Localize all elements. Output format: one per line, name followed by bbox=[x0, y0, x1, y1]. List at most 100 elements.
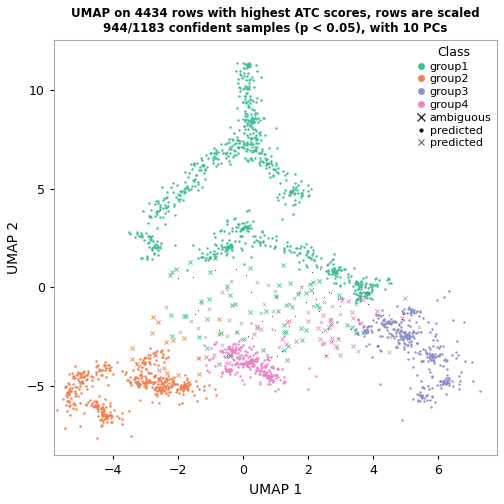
Point bbox=[222, 243, 230, 251]
Point bbox=[425, 349, 433, 357]
Point bbox=[423, 350, 431, 358]
Point bbox=[193, 159, 201, 167]
Point bbox=[382, 319, 390, 327]
Point bbox=[100, 362, 108, 370]
Point bbox=[228, 241, 236, 249]
Point bbox=[64, 389, 72, 397]
Point bbox=[250, 125, 259, 133]
Point bbox=[159, 350, 167, 358]
Point bbox=[257, 149, 265, 157]
Point bbox=[269, 307, 277, 315]
Point bbox=[431, 350, 439, 358]
Point bbox=[255, 149, 263, 157]
Point bbox=[225, 160, 233, 168]
Point bbox=[273, 144, 281, 152]
Point bbox=[226, 352, 234, 360]
Point bbox=[445, 287, 453, 295]
Point bbox=[241, 60, 249, 68]
Point bbox=[99, 404, 107, 412]
Point bbox=[407, 311, 415, 320]
Point bbox=[440, 379, 449, 387]
Point bbox=[94, 403, 102, 411]
Point bbox=[260, 114, 268, 122]
Point bbox=[246, 365, 255, 373]
Point bbox=[230, 347, 238, 355]
Point bbox=[176, 196, 184, 204]
Point bbox=[257, 360, 265, 368]
Point bbox=[162, 203, 170, 211]
Point bbox=[363, 284, 371, 292]
Point bbox=[165, 271, 173, 279]
Point bbox=[223, 249, 231, 257]
Point bbox=[323, 267, 331, 275]
Point bbox=[244, 224, 253, 232]
Point bbox=[194, 186, 202, 194]
Point bbox=[417, 328, 425, 336]
Point bbox=[203, 250, 211, 259]
Point bbox=[217, 241, 225, 249]
Point bbox=[94, 401, 102, 409]
Point bbox=[240, 360, 248, 368]
Point bbox=[352, 298, 360, 306]
Point bbox=[399, 317, 407, 325]
Point bbox=[169, 336, 177, 344]
Point bbox=[238, 341, 246, 349]
Point bbox=[407, 340, 415, 348]
Point bbox=[242, 76, 250, 84]
Point bbox=[233, 358, 241, 366]
Point bbox=[234, 363, 242, 371]
Point bbox=[222, 244, 230, 253]
Point bbox=[242, 89, 250, 97]
Point bbox=[246, 373, 254, 382]
Point bbox=[227, 351, 235, 359]
Point bbox=[175, 191, 183, 199]
Point bbox=[224, 368, 232, 376]
Point bbox=[168, 332, 176, 340]
Point bbox=[145, 376, 153, 385]
Point bbox=[426, 352, 434, 360]
Point bbox=[181, 167, 190, 175]
Point bbox=[399, 335, 407, 343]
Point bbox=[135, 232, 143, 240]
Point bbox=[143, 379, 151, 387]
Point bbox=[403, 331, 411, 339]
Point bbox=[145, 358, 153, 366]
Point bbox=[245, 117, 253, 125]
Point bbox=[321, 326, 329, 334]
Point bbox=[103, 412, 111, 420]
Point bbox=[198, 253, 206, 261]
Point bbox=[176, 328, 184, 336]
Point bbox=[267, 159, 275, 167]
Point bbox=[59, 395, 67, 403]
Point bbox=[149, 313, 157, 321]
Point bbox=[271, 241, 279, 249]
Point bbox=[157, 377, 165, 386]
Point bbox=[238, 58, 246, 67]
Point bbox=[265, 356, 273, 364]
Point bbox=[327, 319, 335, 327]
Point bbox=[69, 369, 77, 377]
Point bbox=[229, 346, 237, 354]
Point bbox=[329, 256, 337, 264]
Point bbox=[262, 361, 270, 369]
Point bbox=[405, 330, 413, 338]
Point bbox=[362, 288, 370, 296]
Point bbox=[229, 346, 237, 354]
Point bbox=[402, 332, 410, 340]
Point bbox=[347, 272, 355, 280]
Point bbox=[235, 337, 243, 345]
Point bbox=[246, 357, 255, 365]
Point bbox=[227, 240, 235, 248]
Point bbox=[200, 169, 208, 177]
Point bbox=[71, 362, 79, 370]
Point bbox=[192, 171, 200, 179]
Point bbox=[257, 364, 265, 372]
Point bbox=[410, 306, 418, 314]
Point bbox=[283, 356, 291, 364]
Point bbox=[239, 353, 247, 361]
Point bbox=[425, 353, 433, 361]
Point bbox=[249, 116, 257, 124]
Point bbox=[266, 373, 274, 381]
Point bbox=[252, 115, 260, 123]
Point bbox=[298, 189, 306, 197]
